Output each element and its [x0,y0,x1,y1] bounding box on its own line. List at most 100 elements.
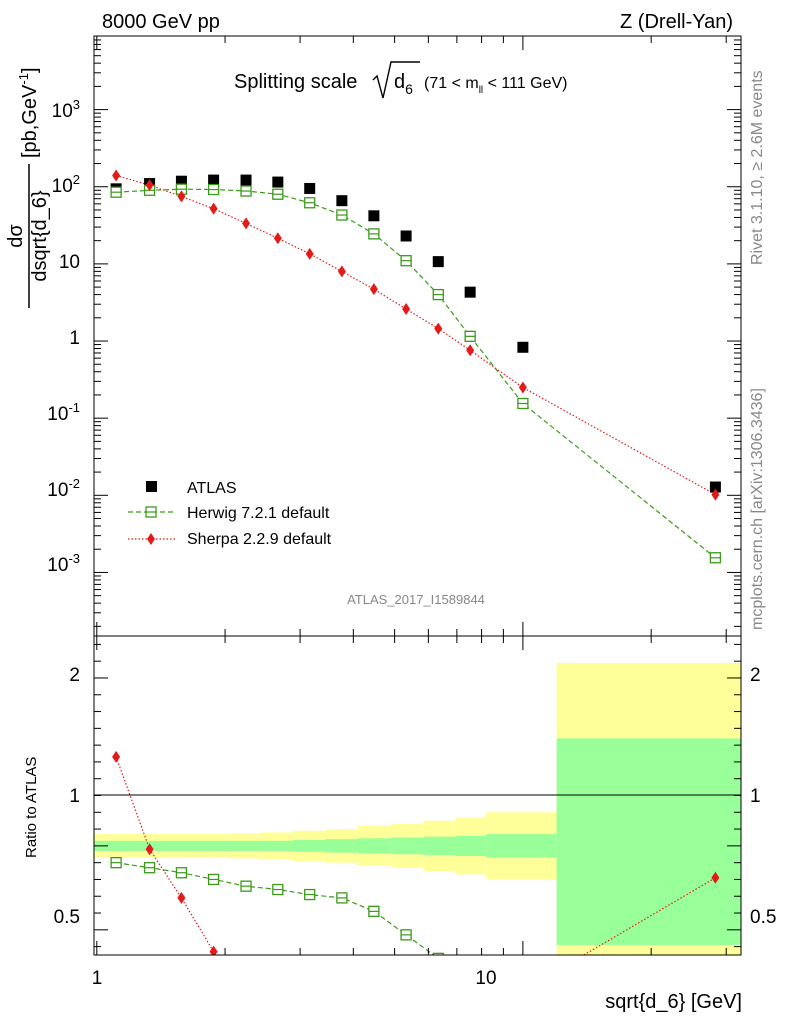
ratio-point-herwig [304,888,316,901]
ratio-point-sherpa [112,750,121,763]
legend-marker-sherpa [147,533,155,545]
main-point-sherpa-2-2-9-default [242,217,251,230]
ratio-band-inner [130,840,162,851]
ratio-ytick-left-1: 1 [69,786,80,807]
header-right-title: Z (Drell-Yan) [620,11,733,33]
ratio-ytick-right-2: 2 [750,665,761,686]
main-point-sherpa-2-2-9-default [209,202,218,215]
ratio-band-inner [292,839,326,852]
ratio-band-inner [556,738,741,945]
ratio-point-herwig [110,857,122,869]
title-main: Splitting scale [234,71,357,93]
main-point-herwig-7-2-1-default [368,228,380,240]
main-point-sherpa-2-2-9-default [369,283,378,296]
main-point-herwig-7-2-1-default [432,288,444,301]
ylabel-numerator: dσ [5,224,27,248]
main-y-axis-label: dσ dsqrt{d_6} [pb,GeV-1] [5,67,51,308]
main-line-sherpa-2-2-9-default [115,174,716,496]
ratio-y-tick-labels: 2 1 0.5 2 1 0.5 [54,665,777,928]
main-point-herwig-7-2-1-default [110,186,122,198]
main-point-atlas [175,175,187,187]
legend-label-atlas: ATLAS [187,480,237,497]
title-sqrt-sign [372,61,420,99]
ratio-band-inner [390,837,424,855]
ratio-point-sherpa [177,891,186,904]
ratio-point-herwig [240,880,252,892]
main-point-sherpa-2-2-9-default [711,488,720,501]
xtick-label-1: 1 [92,968,103,989]
main-point-herwig-7-2-1-default [272,188,284,200]
axis-ticks [94,35,741,955]
ratio-band-inner [94,840,131,851]
ratio-band-inner [260,840,293,851]
ratio-point-herwig [368,905,380,917]
main-point-sherpa-2-2-9-default [112,169,121,182]
main-point-herwig-7-2-1-default [240,185,252,197]
main-point-atlas [517,341,529,353]
main-point-herwig-7-2-1-default [464,330,476,342]
ylabel-units: [pb,GeV-1] [16,67,41,158]
ratio-series-markers [110,750,720,955]
rivet-label: Rivet 3.1.10, ≥ 2.6M events [749,70,766,265]
ytick-label-1e-3: 10-3 [47,551,80,576]
main-point-sherpa-2-2-9-default [518,381,527,394]
ratio-point-sherpa [145,843,154,856]
main-point-sherpa-2-2-9-default [273,232,282,245]
ratio-line-herwig [116,862,435,955]
main-point-sherpa-2-2-9-default [402,303,411,316]
ratio-point-herwig [272,883,284,896]
xtick-label-10: 10 [475,968,496,989]
ratio-band-inner [423,836,456,856]
main-point-sherpa-2-2-9-default [305,247,314,260]
ratio-point-herwig [336,892,348,904]
ratio-point-herwig [432,952,444,955]
main-point-atlas [464,286,476,298]
ratio-uncertainty-bands [94,662,741,955]
ratio-ytick-right-1: 1 [750,786,761,807]
x-axis-label: sqrt{d_6} [GeV] [605,991,742,1013]
ratio-point-sherpa [209,945,218,955]
ytick-label-10: 10 [59,252,80,273]
main-point-atlas [336,195,348,207]
main-series-lines [115,174,716,559]
ratio-band-inner [161,840,197,851]
main-point-herwig-7-2-1-default [517,397,529,410]
main-point-atlas [304,182,316,194]
ytick-label-1e3: 103 [52,97,80,122]
ytick-label-1e-1: 10-1 [47,400,80,425]
main-point-atlas [272,176,284,188]
ratio-band-inner [325,839,358,853]
ratio-band-inner [455,835,487,856]
main-point-atlas [709,481,721,493]
main-point-sherpa-2-2-9-default [177,190,186,203]
legend-label-sherpa: Sherpa 2.2.9 default [187,531,332,548]
ratio-point-herwig [400,929,412,941]
legend: ATLAS Herwig 7.2.1 default Sherpa 2.2.9 … [128,480,332,548]
main-point-herwig-7-2-1-default [207,183,220,196]
plot-title: Splitting scale d6 (71 < mll < 111 GeV) [234,61,567,99]
header-left-title: 8000 GeV pp [102,11,220,33]
ratio-band-inner [486,834,557,858]
main-point-atlas [432,256,444,268]
main-point-sherpa-2-2-9-default [466,344,475,357]
legend-marker-atlas [146,481,157,492]
ratio-point-sherpa [711,871,720,884]
ytick-label-1e2: 102 [52,172,80,197]
ratio-point-herwig [207,873,220,886]
ylabel-denominator: dsqrt{d_6} [29,190,51,282]
main-line-herwig-7-2-1-default [116,188,716,559]
ratio-ytick-left-2: 2 [69,665,80,686]
ratio-line-sherpa-tail [583,877,716,955]
analysis-watermark: ATLAS_2017_I1589844 [347,592,485,607]
ratio-point-herwig [143,862,156,874]
main-point-atlas [208,174,220,186]
main-point-atlas [240,174,252,186]
main-point-herwig-7-2-1-default [400,255,412,267]
ratio-band-inner [357,838,391,854]
ratio-y-axis-label: Ratio to ATLAS [23,757,40,858]
ratio-point-herwig [175,867,188,879]
ratio-band-inner [196,840,229,851]
ytick-label-1: 1 [69,328,80,349]
title-range: (71 < mll < 111 GeV) [424,75,567,96]
